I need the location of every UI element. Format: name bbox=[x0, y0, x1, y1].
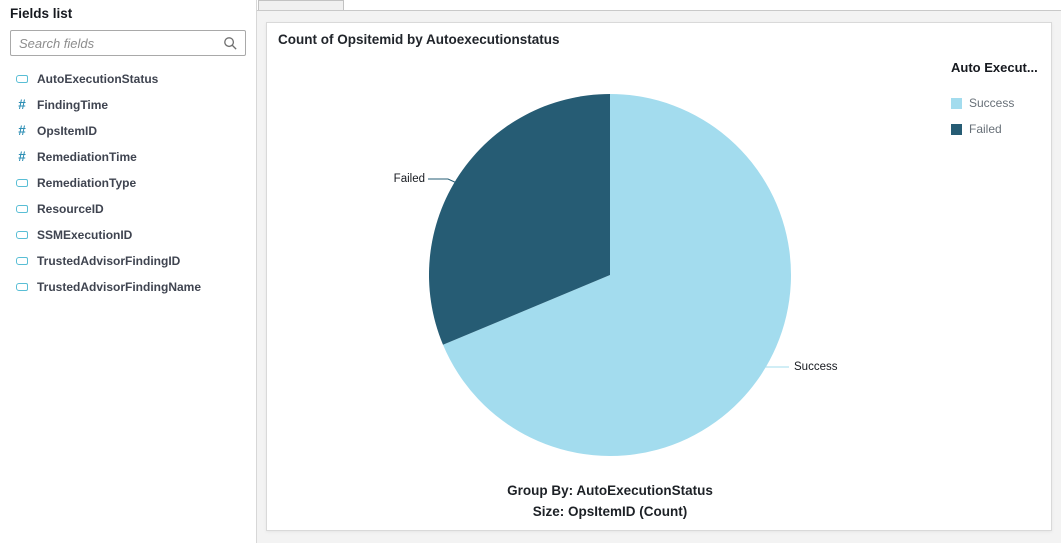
fields-panel-title: Fields list bbox=[10, 6, 73, 21]
field-row[interactable]: TrustedAdvisorFindingID bbox=[0, 248, 256, 274]
legend-swatch bbox=[951, 97, 962, 109]
leader-line-success bbox=[745, 356, 789, 368]
fields-panel: Fields list AutoExecutionStatus # FindingT… bbox=[0, 0, 257, 543]
sheet-tab[interactable] bbox=[258, 0, 344, 10]
pie-slice-success[interactable] bbox=[443, 94, 791, 457]
field-label: RemediationTime bbox=[37, 150, 137, 164]
field-label: ResourceID bbox=[37, 202, 104, 216]
field-row[interactable]: # OpsItemID bbox=[0, 118, 256, 144]
chart-footer: Group By: AutoExecutionStatus Size: OpsI… bbox=[507, 480, 713, 522]
slice-label-success: Success bbox=[794, 361, 838, 373]
field-label: RemediationType bbox=[37, 176, 137, 190]
string-field-icon bbox=[14, 205, 30, 213]
visual-title: Count of Opsitemid by Autoexecutionstatu… bbox=[278, 32, 560, 47]
field-label: AutoExecutionStatus bbox=[37, 72, 159, 86]
legend-item[interactable]: Failed bbox=[951, 122, 1047, 136]
leader-line-failed bbox=[428, 178, 460, 185]
field-row[interactable]: ResourceID bbox=[0, 196, 256, 222]
field-row[interactable]: # RemediationTime bbox=[0, 144, 256, 170]
legend-item-label: Failed bbox=[969, 122, 1002, 136]
field-row[interactable]: TrustedAdvisorFindingName bbox=[0, 274, 256, 300]
string-field-icon bbox=[14, 179, 30, 187]
pie-slice-failed[interactable] bbox=[428, 94, 610, 345]
field-row[interactable]: AutoExecutionStatus bbox=[0, 66, 256, 92]
pie-visual-card[interactable]: Count of Opsitemid by Autoexecutionstatu… bbox=[266, 22, 1052, 531]
legend-item-label: Success bbox=[969, 96, 1015, 110]
number-field-icon: # bbox=[18, 97, 26, 113]
string-field-icon bbox=[14, 231, 30, 239]
search-icon[interactable] bbox=[223, 36, 238, 51]
field-label: SSMExecutionID bbox=[37, 228, 133, 242]
legend-swatch bbox=[951, 123, 962, 135]
analysis-canvas: Count of Opsitemid by Autoexecutionstatu… bbox=[257, 0, 1061, 543]
field-label: TrustedAdvisorFindingID bbox=[37, 254, 181, 268]
field-row[interactable]: # FindingTime bbox=[0, 92, 256, 118]
legend: Auto Execut... Success Failed bbox=[951, 60, 1047, 149]
sheet-tab-bar bbox=[257, 0, 1061, 11]
field-label: TrustedAdvisorFindingName bbox=[37, 280, 202, 294]
size-label: Size: OpsItemID (Count) bbox=[532, 504, 688, 519]
pie-chart-svg: Success Failed bbox=[394, 94, 838, 457]
legend-title: Auto Execut... bbox=[951, 60, 1038, 75]
search-fields-box[interactable] bbox=[10, 30, 246, 56]
legend-item[interactable]: Success bbox=[951, 96, 1047, 110]
string-field-icon bbox=[14, 257, 30, 265]
field-row[interactable]: RemediationType bbox=[0, 170, 256, 196]
field-label: OpsItemID bbox=[37, 124, 98, 138]
field-label: FindingTime bbox=[37, 98, 109, 112]
number-field-icon: # bbox=[18, 123, 26, 139]
search-fields-input[interactable] bbox=[11, 35, 223, 51]
legend-items: Success Failed bbox=[951, 96, 1047, 136]
string-field-icon bbox=[14, 283, 30, 291]
group-by-label: Group By: AutoExecutionStatus bbox=[507, 483, 713, 498]
number-field-icon: # bbox=[18, 149, 26, 165]
fields-list: AutoExecutionStatus # FindingTime # OpsItemI… bbox=[0, 66, 256, 300]
slice-label-failed: Failed bbox=[394, 173, 425, 185]
field-row[interactable]: SSMExecutionID bbox=[0, 222, 256, 248]
string-field-icon bbox=[14, 75, 30, 83]
